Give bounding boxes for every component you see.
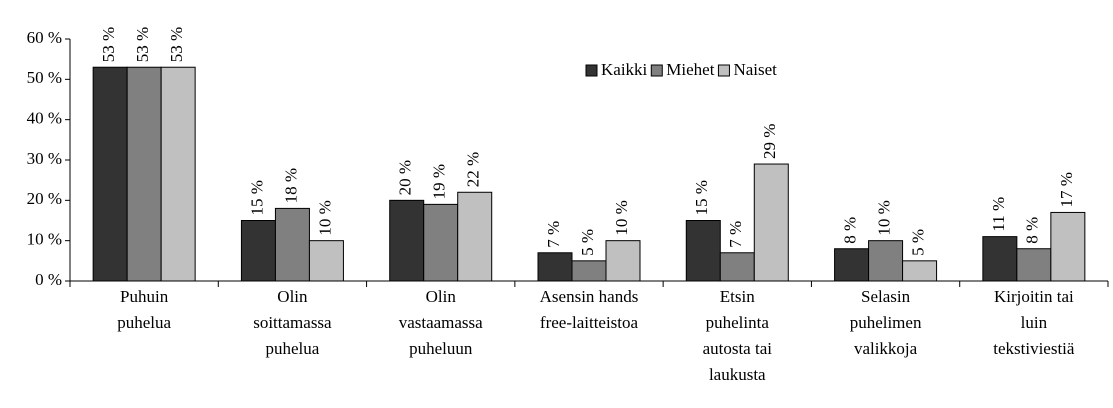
- bar: [457, 191, 493, 282]
- value-label: 20 %: [396, 160, 415, 195]
- x-tick-label: laukusta: [709, 365, 766, 384]
- x-tick-label: luin: [1021, 313, 1048, 332]
- x-tick-label: free-laitteistoa: [540, 313, 639, 332]
- value-label: 8 %: [1023, 217, 1042, 244]
- bar: [126, 66, 162, 282]
- x-tick-label: puhelinta: [706, 313, 770, 332]
- bar: [537, 252, 573, 282]
- x-tick-label: puheluun: [409, 339, 473, 358]
- x-tick-label: soittamassa: [253, 313, 332, 332]
- bar: [719, 252, 755, 282]
- bar: [240, 220, 276, 282]
- value-label: 5 %: [908, 229, 927, 256]
- value-label: 53 %: [133, 27, 152, 62]
- bar: [308, 240, 344, 282]
- value-label: 18 %: [281, 168, 300, 203]
- bar: [389, 199, 425, 282]
- x-tick-label: Asensin hands: [540, 287, 639, 306]
- x-tick-label: Olin: [277, 287, 308, 306]
- value-label: 15 %: [247, 180, 266, 215]
- bar: [571, 260, 607, 282]
- value-label: 17 %: [1057, 172, 1076, 207]
- bar: [902, 260, 938, 282]
- y-tick-label: 60 %: [27, 28, 62, 47]
- bar: [1050, 211, 1086, 282]
- legend-swatch: [650, 64, 663, 77]
- x-tick-label: puhelua: [117, 313, 171, 332]
- value-label: 10 %: [874, 200, 893, 235]
- bar: [423, 203, 459, 282]
- value-label: 5 %: [578, 229, 597, 256]
- value-label: 8 %: [840, 217, 859, 244]
- value-label: 29 %: [760, 124, 779, 159]
- value-label: 15 %: [692, 180, 711, 215]
- bar: [274, 207, 310, 282]
- bar: [1016, 248, 1052, 282]
- bar: [160, 66, 196, 282]
- y-tick-label: 20 %: [27, 189, 62, 208]
- x-tick-label: Kirjoitin tai: [994, 287, 1074, 306]
- y-tick-label: 40 %: [27, 109, 62, 128]
- bar: [868, 240, 904, 282]
- bar: [685, 220, 721, 282]
- x-tick-label: vastaamassa: [399, 313, 483, 332]
- value-label: 53 %: [99, 27, 118, 62]
- bar: [753, 163, 789, 282]
- legend-label: Kaikki: [601, 60, 648, 79]
- y-tick-label: 10 %: [27, 230, 62, 249]
- legend-swatch: [717, 64, 730, 77]
- bar: [982, 236, 1018, 282]
- x-tick-label: Puhuin: [120, 287, 169, 306]
- value-label: 19 %: [430, 164, 449, 199]
- y-tick-label: 30 %: [27, 149, 62, 168]
- legend-label: Miehet: [666, 60, 714, 79]
- bar: [605, 240, 641, 282]
- legend-swatch: [585, 64, 598, 77]
- bar: [834, 248, 870, 282]
- x-tick-label: puhelimen: [850, 313, 922, 332]
- value-label: 7 %: [544, 221, 563, 248]
- value-label: 10 %: [315, 200, 334, 235]
- y-tick-label: 0 %: [35, 270, 62, 289]
- value-label: 10 %: [612, 200, 631, 235]
- x-tick-label: Etsin: [720, 287, 755, 306]
- y-tick-label: 50 %: [27, 68, 62, 87]
- x-tick-label: autosta tai: [703, 339, 773, 358]
- legend-label: Naiset: [733, 60, 777, 79]
- value-label: 22 %: [464, 152, 483, 187]
- value-label: 53 %: [167, 27, 186, 62]
- x-tick-label: Selasin: [861, 287, 911, 306]
- value-label: 7 %: [726, 221, 745, 248]
- x-tick-label: valikkoja: [854, 339, 918, 358]
- x-tick-label: puhelua: [266, 339, 320, 358]
- bar: [92, 66, 128, 282]
- x-tick-label: Olin: [426, 287, 457, 306]
- x-tick-label: tekstiviestiä: [993, 339, 1075, 358]
- value-label: 11 %: [989, 197, 1008, 232]
